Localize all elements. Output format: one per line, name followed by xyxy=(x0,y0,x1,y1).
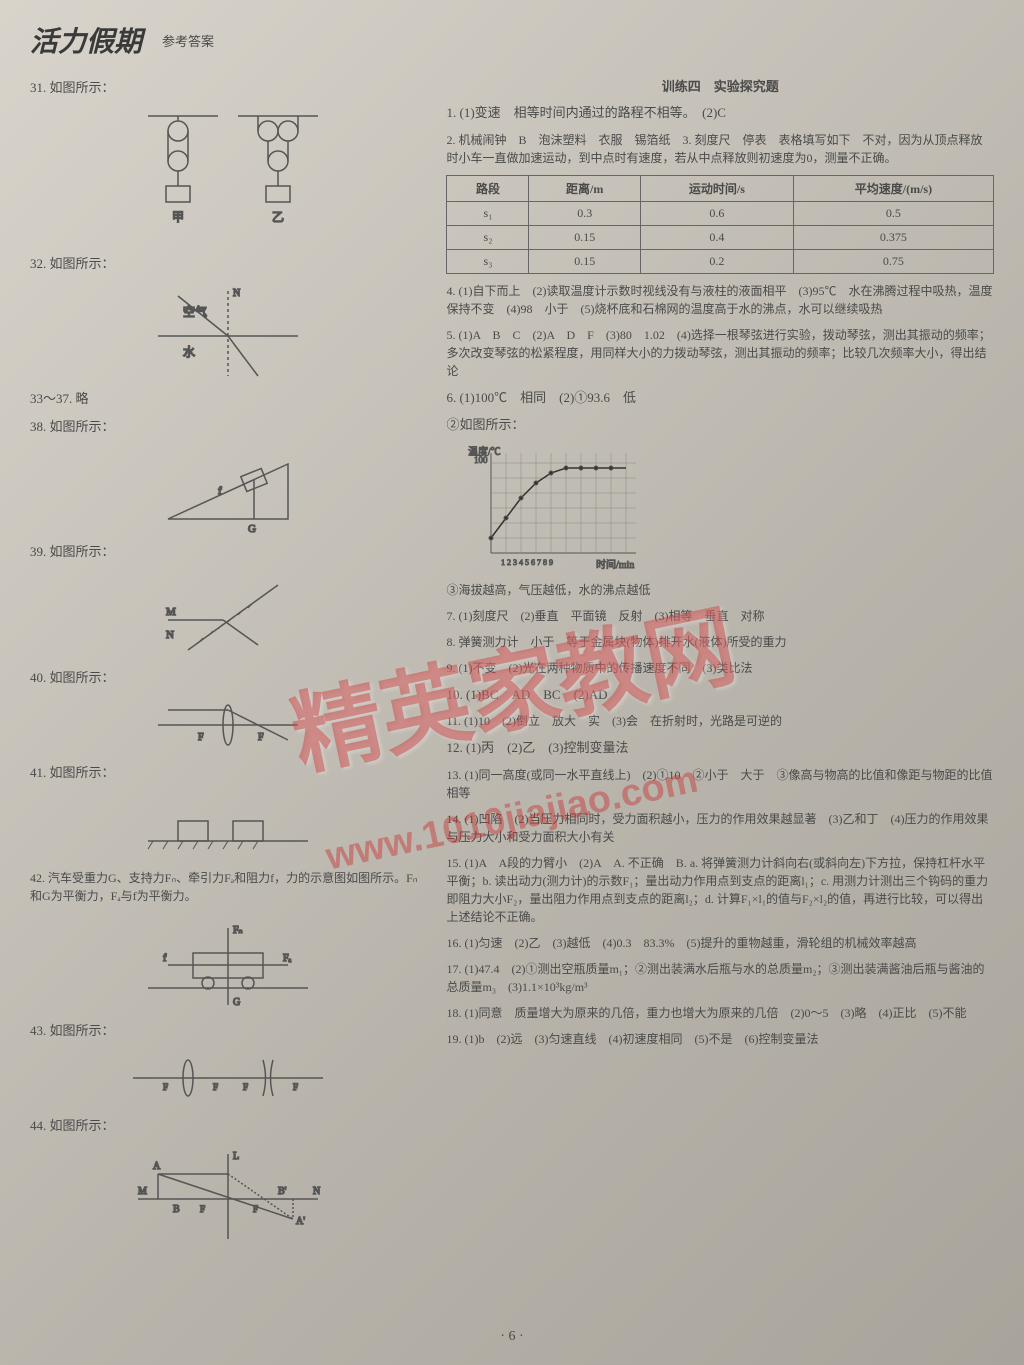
r4: 4. (1)自下而上 (2)读取温度计示数时视线没有与液柱的液面相平 (3)95… xyxy=(446,282,994,318)
r6b: ②如图所示： xyxy=(446,415,994,435)
r5: 5. (1)A B C (2)A D F (3)80 1.02 (4)选择一根琴… xyxy=(446,326,994,380)
section-title: 训练四 实验探究题 xyxy=(446,76,994,95)
table-row: s₃ 0.15 0.2 0.75 xyxy=(447,249,994,273)
svg-text:L: L xyxy=(233,1151,239,1162)
svg-text:F: F xyxy=(213,1082,218,1092)
mirror-diagram: M N xyxy=(148,570,308,660)
svg-text:A: A xyxy=(153,1161,161,1172)
th3: 平均速度/(m/s) xyxy=(793,175,993,201)
left-column: 31. 如图所示： 甲 乙 xyxy=(30,70,426,1248)
car-forces-diagram: Fₙ G Fₐ f xyxy=(138,913,318,1013)
book-title: 活力假期 xyxy=(30,20,142,60)
svg-text:B': B' xyxy=(278,1186,287,1197)
svg-text:f: f xyxy=(218,485,222,497)
r15: 15. (1)A A段的力臂小 (2)A A. 不正确 B. a. 将弹簧测力计… xyxy=(446,854,994,926)
pulley-diagram: 甲 乙 xyxy=(128,106,328,246)
r6c: ③海拔越高，气压越低，水的沸点越低 xyxy=(446,581,994,599)
svg-text:Fₐ: Fₐ xyxy=(283,953,292,964)
optics-diagram-44: L A B A' B' M N F F xyxy=(128,1144,328,1244)
svg-text:F: F xyxy=(198,732,204,743)
r2: 2. 机械闹钟 B 泡沫塑料 衣服 锡箔纸 3. 刻度尺 停表 表格填写如下 不… xyxy=(446,131,994,167)
q44: 44. 如图所示： xyxy=(30,1116,426,1136)
r17: 17. (1)47.4 (2)①测出空瓶质量m₁；②测出装满水后瓶与水的总质量m… xyxy=(446,960,994,996)
r13: 13. (1)同一高度(或同一水平直线上) (2)①10 ②小于 大于 ③像高与… xyxy=(446,766,994,802)
th1: 距离/m xyxy=(529,175,641,201)
svg-text:f: f xyxy=(163,953,167,964)
r1: 1. (1)变速 相等时间内通过的路程不相等。 (2)C xyxy=(446,103,994,123)
r9: 9. (1)不变 (2)光在两种物质中的传播速度不同 (3)类比法 xyxy=(446,659,994,677)
svg-text:Fₙ: Fₙ xyxy=(233,925,243,936)
r14: 14. (1)凹陷 (2)当压力相同时，受力面积越小，压力的作用效果越显著 (3… xyxy=(446,810,994,846)
r7: 7. (1)刻度尺 (2)垂直 平面镜 反射 (3)相等 垂直 对称 xyxy=(446,607,994,625)
th0: 路段 xyxy=(447,175,529,201)
svg-text:甲: 甲 xyxy=(172,210,184,224)
r10: 10. (1)BC AD BC (2)AD xyxy=(446,685,994,705)
svg-text:M: M xyxy=(166,606,176,618)
table-row: s₂ 0.15 0.4 0.375 xyxy=(447,225,994,249)
svg-text:A': A' xyxy=(296,1216,305,1227)
svg-text:F: F xyxy=(163,1082,168,1092)
svg-text:M: M xyxy=(138,1186,147,1197)
r16: 16. (1)匀速 (2)乙 (3)越低 (4)0.3 83.3% (5)提升的… xyxy=(446,934,994,952)
svg-text:N: N xyxy=(313,1186,320,1197)
svg-text:时间/min: 时间/min xyxy=(596,558,634,571)
svg-text:100: 100 xyxy=(474,455,488,465)
page-number: · 6 · xyxy=(500,1329,523,1345)
table-row: s₁ 0.3 0.6 0.5 xyxy=(447,201,994,225)
q40: 40. 如图所示： xyxy=(30,668,426,688)
th2: 运动时间/s xyxy=(640,175,793,201)
r19: 19. (1)b (2)远 (3)匀速直线 (4)初速度相同 (5)不是 (6)… xyxy=(446,1030,994,1048)
svg-text:F: F xyxy=(293,1082,298,1092)
right-column: 训练四 实验探究题 1. (1)变速 相等时间内通过的路程不相等。 (2)C 2… xyxy=(446,70,994,1248)
incline-diagram: G f xyxy=(148,444,308,534)
q43: 43. 如图所示： xyxy=(30,1021,426,1041)
svg-text:N: N xyxy=(166,629,174,641)
svg-text:B: B xyxy=(173,1204,180,1215)
q32: 32. 如图所示： xyxy=(30,254,426,274)
refraction-diagram: 空气 水 N xyxy=(148,281,308,381)
svg-text:G: G xyxy=(248,523,256,534)
header-subtitle: 参考答案 xyxy=(162,31,214,50)
svg-text:乙: 乙 xyxy=(272,210,284,224)
q31: 31. 如图所示： xyxy=(30,78,426,98)
r18: 18. (1)同意 质量增大为原来的几倍，重力也增大为原来的几倍 (2)0～5 … xyxy=(446,1004,994,1022)
speed-table: 路段 距离/m 运动时间/s 平均速度/(m/s) s₁ 0.3 0.6 0.5… xyxy=(446,175,994,274)
svg-text:F: F xyxy=(243,1082,248,1092)
q39: 39. 如图所示： xyxy=(30,542,426,562)
svg-text:N: N xyxy=(233,288,240,299)
q41: 41. 如图所示： xyxy=(30,763,426,783)
lens-diagram-40: F F xyxy=(148,695,308,755)
r11: 11. (1)10 (2)倒立 放大 实 (3)会 在折射时，光路是可逆的 xyxy=(446,712,994,730)
r8: 8. 弹簧测力计 小于 等于金属块(物体)排开水(液体)所受的重力 xyxy=(446,633,994,651)
r12: 12. (1)丙 (2)乙 (3)控制变量法 xyxy=(446,738,994,758)
svg-text:G: G xyxy=(233,997,240,1008)
svg-text:F: F xyxy=(258,732,264,743)
svg-text:水: 水 xyxy=(183,345,195,359)
svg-text:空气: 空气 xyxy=(183,304,207,319)
lens-diagram-43: F F F F xyxy=(128,1048,328,1108)
svg-text:1 2 3 4 5 6 7 8 9: 1 2 3 4 5 6 7 8 9 xyxy=(501,558,553,567)
q42: 42. 汽车受重力G、支持力Fₙ、牵引力Fₐ和阻力f，力的示意图如图所示。Fₙ和… xyxy=(30,869,426,905)
svg-text:F: F xyxy=(200,1204,205,1214)
block-ground-diagram xyxy=(138,791,318,861)
q33-37: 33～37. 略 xyxy=(30,389,426,409)
boiling-chart: 温度/℃ 时间/min 100 xyxy=(466,443,646,573)
q38: 38. 如图所示： xyxy=(30,417,426,437)
r6: 6. (1)100℃ 相同 (2)①93.6 低 xyxy=(446,388,994,408)
page-header: 活力假期 参考答案 xyxy=(30,20,994,60)
